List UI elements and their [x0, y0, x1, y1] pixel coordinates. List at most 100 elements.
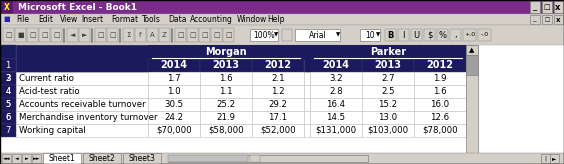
Text: 14.5: 14.5: [327, 113, 346, 122]
Bar: [16, 72, 148, 85]
Text: A: A: [150, 32, 155, 38]
Bar: [398, 29, 409, 41]
Text: File: File: [16, 15, 29, 24]
Text: Help: Help: [267, 15, 284, 24]
Bar: [310, 72, 362, 85]
Text: x: x: [556, 17, 560, 22]
Bar: [414, 98, 466, 111]
Bar: [0, 59, 16, 72]
Bar: [310, 111, 362, 124]
Text: ■: ■: [17, 32, 24, 38]
Bar: [148, 59, 200, 72]
Text: 3.2: 3.2: [329, 74, 343, 83]
Bar: [148, 45, 304, 59]
Bar: [310, 98, 362, 111]
Text: 2.8: 2.8: [329, 87, 343, 96]
Text: $52,000: $52,000: [260, 126, 296, 135]
Bar: [362, 59, 414, 72]
Bar: [159, 28, 170, 42]
Text: □: □: [109, 32, 116, 38]
Text: 2012: 2012: [265, 61, 292, 71]
Bar: [250, 29, 278, 41]
Text: Σ: Σ: [126, 32, 131, 38]
Bar: [0, 85, 16, 98]
Bar: [295, 29, 340, 41]
Bar: [411, 29, 422, 41]
Bar: [91, 28, 92, 42]
Bar: [0, 0, 12, 14]
Bar: [450, 29, 461, 41]
Text: 29.2: 29.2: [268, 100, 288, 109]
Text: 12.6: 12.6: [430, 113, 450, 122]
Bar: [51, 28, 62, 42]
Bar: [39, 28, 50, 42]
Bar: [0, 45, 16, 59]
Text: □: □: [201, 32, 208, 38]
Text: □: □: [29, 32, 36, 38]
Bar: [0, 0, 564, 14]
Text: ◄: ◄: [15, 156, 19, 161]
Text: ▼: ▼: [376, 32, 380, 38]
Bar: [550, 154, 559, 163]
Bar: [478, 29, 491, 41]
Bar: [542, 15, 552, 24]
Bar: [16, 59, 148, 72]
Text: 4: 4: [6, 87, 11, 96]
Text: Accounting: Accounting: [190, 15, 232, 24]
Text: □: □: [544, 17, 550, 22]
Bar: [119, 28, 120, 42]
Bar: [0, 153, 564, 164]
Text: □: □: [189, 32, 196, 38]
Text: ►►: ►►: [33, 156, 40, 161]
Text: Accounts receivable turnover: Accounts receivable turnover: [19, 100, 146, 109]
Text: 2014: 2014: [323, 61, 350, 71]
Text: □: □: [53, 32, 60, 38]
Bar: [252, 85, 304, 98]
Text: 2014: 2014: [161, 61, 187, 71]
Text: x: x: [556, 2, 561, 11]
Bar: [530, 1, 540, 13]
Text: Tools: Tools: [142, 15, 161, 24]
Bar: [414, 72, 466, 85]
Text: □: □: [5, 32, 12, 38]
Bar: [252, 59, 304, 72]
Text: 1.1: 1.1: [219, 87, 233, 96]
Bar: [200, 59, 252, 72]
Bar: [0, 124, 16, 137]
Bar: [0, 72, 16, 85]
Bar: [304, 85, 310, 98]
Text: f: f: [139, 32, 142, 38]
Bar: [466, 55, 478, 75]
Text: ▲: ▲: [469, 47, 475, 53]
Bar: [171, 28, 172, 42]
Bar: [362, 72, 414, 85]
Text: 1.2: 1.2: [271, 87, 285, 96]
Bar: [16, 85, 148, 98]
Text: 1: 1: [6, 61, 11, 70]
Bar: [27, 28, 38, 42]
Bar: [211, 28, 222, 42]
Bar: [304, 98, 310, 111]
Text: _: _: [532, 17, 536, 22]
Bar: [187, 28, 198, 42]
Bar: [168, 155, 248, 162]
Bar: [107, 28, 118, 42]
Text: $131,000: $131,000: [315, 126, 356, 135]
Text: |: |: [544, 156, 547, 161]
Text: Sheet1: Sheet1: [49, 154, 76, 163]
Text: $70,000: $70,000: [156, 126, 192, 135]
Bar: [0, 111, 16, 124]
Bar: [79, 28, 90, 42]
Bar: [200, 72, 252, 85]
Text: X: X: [4, 2, 10, 11]
Text: Format: Format: [112, 15, 139, 24]
Bar: [414, 85, 466, 98]
Text: +.0: +.0: [464, 32, 475, 38]
Bar: [63, 28, 64, 42]
Text: 3: 3: [5, 74, 11, 83]
Bar: [362, 98, 414, 111]
Bar: [252, 98, 304, 111]
Text: Morgan: Morgan: [205, 47, 247, 57]
Bar: [200, 98, 252, 111]
Text: $78,000: $78,000: [422, 126, 458, 135]
